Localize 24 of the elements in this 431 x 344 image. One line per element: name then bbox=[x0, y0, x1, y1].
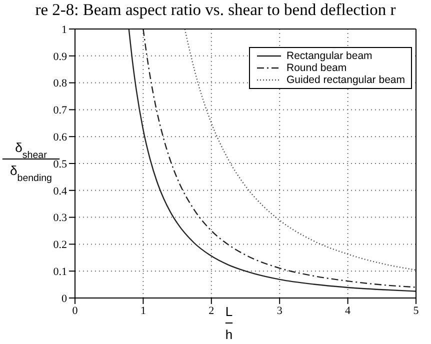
chart-title: re 2-8: Beam aspect ratio vs. shear to bend deflection r bbox=[34, 0, 397, 20]
y-tick-label: 0.8 bbox=[53, 78, 68, 90]
y-tick-label: 0.5 bbox=[53, 158, 68, 170]
line-series bbox=[184, 29, 416, 271]
x-tick-label: 5 bbox=[413, 304, 420, 317]
y-tick-label: 0.7 bbox=[53, 104, 68, 117]
x-tick-label: 1 bbox=[140, 304, 146, 317]
legend-label: Rectangular beam bbox=[286, 50, 372, 62]
legend-label: Round beam bbox=[286, 62, 347, 74]
x-tick-label: 3 bbox=[276, 304, 283, 317]
y-tick-label: 0.2 bbox=[53, 239, 67, 252]
y-axis-title: δ$_{shear}$ δ$_{bending}$ bbox=[10, 140, 52, 184]
y-tick-label: 0.3 bbox=[53, 212, 68, 224]
y-tick-label: 0.1 bbox=[53, 266, 67, 278]
y-tick-label: 1 bbox=[62, 24, 67, 36]
legend-label: Guided rectangular beam bbox=[286, 74, 405, 86]
x-tick-label: 2 bbox=[208, 304, 214, 317]
x-tick-label: 0 bbox=[72, 304, 78, 317]
x-axis-title: L h bbox=[225, 304, 233, 342]
y-tick-label: 0 bbox=[62, 292, 68, 305]
y-tick-label: 0.4 bbox=[53, 185, 68, 198]
y-tick-label: 0.6 bbox=[53, 132, 68, 144]
x-tick-label: 4 bbox=[345, 304, 352, 317]
y-tick-label: 0.9 bbox=[53, 50, 68, 63]
